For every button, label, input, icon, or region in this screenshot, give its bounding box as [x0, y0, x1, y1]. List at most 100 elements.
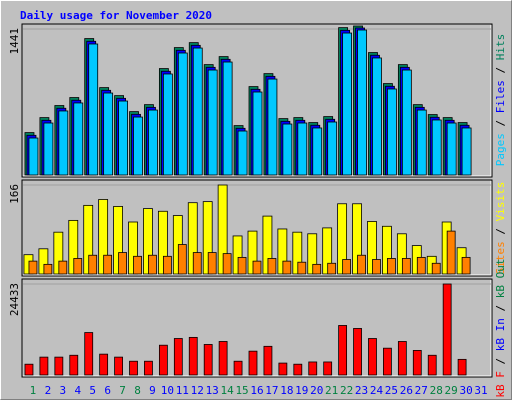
bar	[54, 356, 64, 376]
bar	[263, 345, 273, 376]
bar	[248, 350, 258, 376]
bar	[148, 109, 158, 176]
bar	[158, 344, 168, 376]
bar	[177, 52, 188, 176]
bar	[192, 252, 202, 275]
bar	[401, 69, 412, 176]
legend-separator: /	[494, 351, 507, 371]
legend-item: Visits	[494, 182, 507, 222]
x-tick-label: 11	[176, 384, 189, 397]
bar	[457, 358, 467, 376]
bar	[148, 254, 157, 275]
bar	[233, 360, 243, 376]
x-tick-label: 29	[445, 384, 458, 397]
panel-bevel	[23, 25, 492, 177]
bar	[237, 256, 247, 275]
bar	[222, 253, 232, 275]
bar	[38, 248, 49, 275]
bar	[203, 344, 213, 376]
bar	[217, 184, 228, 275]
bar	[327, 262, 337, 275]
bar	[342, 32, 353, 176]
legend-item: Files	[494, 80, 507, 113]
x-tick-label: 28	[430, 384, 443, 397]
bar	[387, 258, 396, 275]
bar	[277, 228, 288, 275]
bar	[43, 263, 53, 275]
bar	[368, 338, 377, 376]
bar	[352, 203, 362, 275]
bar	[372, 57, 382, 176]
bar	[207, 69, 218, 176]
bar	[416, 256, 426, 275]
bar	[192, 47, 203, 176]
y-tick-label: 1441	[8, 28, 21, 55]
bar	[129, 360, 138, 376]
bar	[128, 221, 138, 275]
bar	[69, 354, 79, 376]
bar	[342, 259, 352, 275]
bar	[357, 29, 367, 176]
x-tick-label: 26	[400, 384, 413, 397]
bar	[357, 254, 366, 275]
x-tick-label: 27	[415, 384, 428, 397]
bar	[118, 100, 128, 176]
bar	[396, 233, 407, 275]
bar	[278, 362, 288, 376]
bar	[427, 354, 437, 376]
bar	[188, 336, 198, 376]
legend-item: Sites	[494, 241, 507, 274]
legend-item: kB Out	[494, 258, 507, 298]
panel-bevel	[23, 181, 492, 276]
x-tick-label: 16	[250, 384, 263, 397]
x-tick-label: 31	[474, 384, 487, 397]
bar	[367, 221, 377, 275]
bar	[68, 219, 79, 275]
bar	[312, 263, 322, 275]
legend-item: kB F	[494, 371, 507, 398]
bar	[187, 202, 198, 275]
x-tick-label: 1	[30, 384, 37, 397]
bar	[84, 332, 94, 376]
bar	[58, 260, 68, 275]
bar	[53, 231, 64, 275]
x-tick-label: 9	[149, 384, 156, 397]
legend-item: Hits	[494, 34, 507, 61]
x-tick-label: 15	[235, 384, 248, 397]
legend-separator: /	[494, 298, 507, 318]
x-tick-label: 8	[134, 384, 141, 397]
x-tick-label: 22	[340, 384, 353, 397]
bar	[162, 255, 172, 275]
x-tick-label: 7	[119, 384, 126, 397]
bar	[24, 363, 34, 376]
legend: Pages / Files / Hits	[494, 34, 507, 167]
x-tick-label: 25	[385, 384, 398, 397]
bar	[252, 91, 263, 176]
legend-item: kB In	[494, 318, 507, 351]
bar	[99, 353, 109, 376]
x-tick-label: 24	[370, 384, 384, 397]
bar	[446, 230, 456, 275]
legend-item: Pages	[494, 133, 507, 166]
bar	[232, 235, 243, 275]
chart-title: Daily usage for November 2020	[20, 9, 212, 22]
bar	[177, 244, 187, 275]
legend-separator: /	[494, 60, 507, 80]
x-tick-label: 23	[355, 384, 368, 397]
bar	[88, 254, 98, 275]
bar	[39, 356, 49, 376]
bar	[323, 361, 333, 376]
bar	[267, 78, 278, 176]
bar	[431, 262, 441, 275]
bar	[88, 43, 99, 176]
bar	[282, 123, 293, 176]
bar	[382, 225, 392, 275]
x-tick-label: 21	[325, 384, 338, 397]
bar	[252, 260, 262, 275]
bar	[157, 210, 168, 275]
x-tick-label: 14	[221, 384, 235, 397]
bar	[308, 361, 318, 376]
x-tick-label: 5	[89, 384, 96, 397]
